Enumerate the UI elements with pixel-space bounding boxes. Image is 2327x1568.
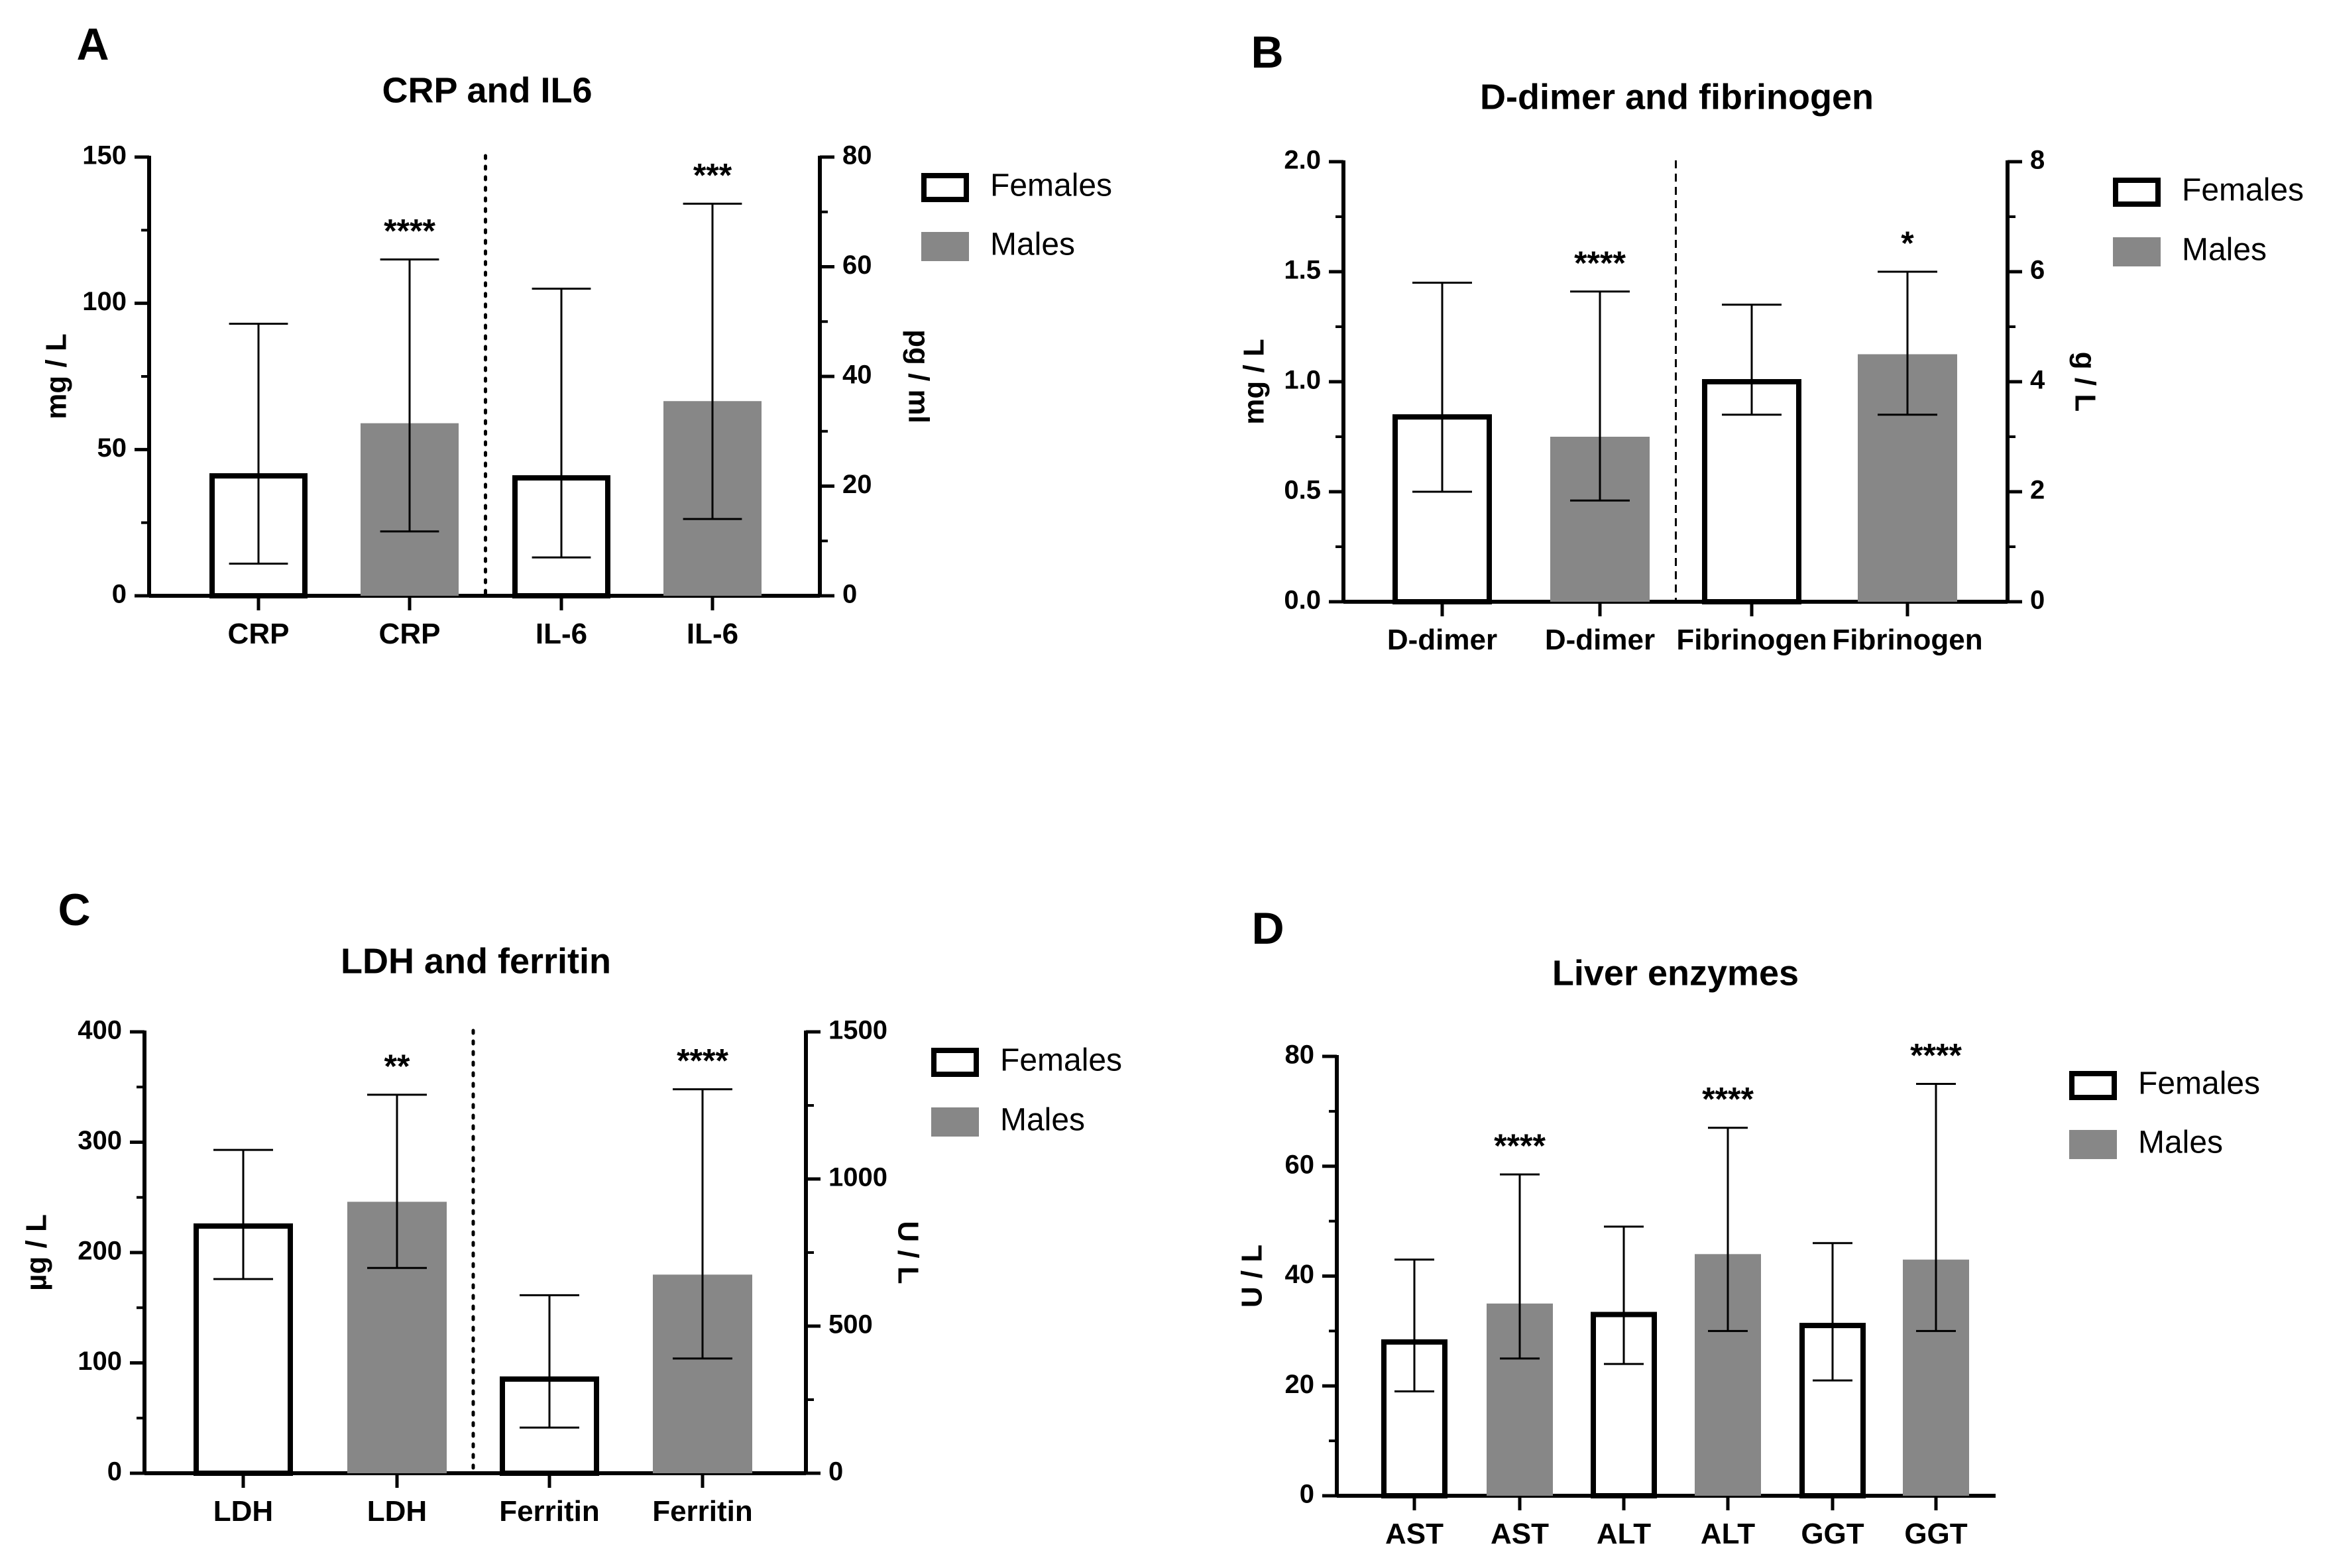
legend-swatch-males bbox=[921, 232, 969, 261]
y-tick-label-right: 80 bbox=[842, 141, 872, 170]
y-tick-label-right: 0 bbox=[2030, 586, 2045, 615]
x-category-label: D-dimer bbox=[1545, 624, 1655, 656]
y-tick-label-left: 0.5 bbox=[1284, 476, 1321, 505]
x-category-label: LDH bbox=[367, 1495, 427, 1528]
y-tick-label-right: 8 bbox=[2030, 146, 2045, 175]
significance-label: *** bbox=[693, 156, 732, 194]
y-tick-label-left: 20 bbox=[1285, 1370, 1315, 1399]
y-tick-label-left: 100 bbox=[78, 1347, 122, 1376]
x-category-label: GGT bbox=[1904, 1518, 1967, 1550]
legend-label-males: Males bbox=[1000, 1103, 1085, 1138]
significance-label: ** bbox=[384, 1048, 410, 1085]
panel-title: CRP and IL6 bbox=[382, 70, 592, 110]
y-tick-label-left: 300 bbox=[78, 1126, 122, 1155]
x-category-label: IL-6 bbox=[687, 618, 738, 650]
x-category-label: AST bbox=[1385, 1518, 1444, 1550]
y-axis-label-right: g / L bbox=[2069, 352, 2101, 412]
significance-label: **** bbox=[384, 212, 435, 249]
x-category-label: ALT bbox=[1701, 1518, 1755, 1550]
panel-letter: D bbox=[1251, 903, 1284, 954]
y-tick-label-left: 1.5 bbox=[1284, 256, 1321, 285]
y-tick-label-right: 6 bbox=[2030, 256, 2045, 285]
y-tick-label-left: 200 bbox=[78, 1237, 122, 1266]
panel-title: D-dimer and fibrinogen bbox=[1480, 77, 1874, 117]
panel-title: Liver enzymes bbox=[1552, 953, 1799, 993]
y-axis-label-left: mg / L bbox=[1238, 339, 1271, 425]
x-category-label: CRP bbox=[379, 618, 441, 650]
y-tick-label-right: 60 bbox=[842, 251, 872, 280]
panel-letter: A bbox=[76, 19, 109, 70]
y-tick-label-left: 0.0 bbox=[1284, 586, 1321, 615]
y-tick-label-left: 1.0 bbox=[1284, 366, 1321, 395]
legend-swatch-females bbox=[931, 1048, 979, 1077]
legend-swatch-males bbox=[2069, 1130, 2117, 1159]
legend-label-females: Females bbox=[1000, 1043, 1122, 1078]
significance-label: **** bbox=[1910, 1036, 1962, 1074]
y-tick-label-left: 40 bbox=[1285, 1260, 1315, 1289]
y-tick-label-right: 500 bbox=[828, 1310, 873, 1339]
panel-letter: C bbox=[58, 885, 90, 935]
x-category-label: CRP bbox=[228, 618, 290, 650]
panel-c: C LDH and ferritin 0 100 200 300 400 µg / L 0 500… bbox=[21, 885, 1122, 1528]
y-tick-label-left: 0 bbox=[1300, 1480, 1314, 1509]
y-tick-label-right: 4 bbox=[2030, 366, 2045, 395]
y-axis-label-right: pg / ml bbox=[902, 329, 935, 423]
x-category-label: IL-6 bbox=[536, 618, 587, 650]
y-tick-label-left: 150 bbox=[82, 141, 127, 170]
x-category-label: GGT bbox=[1801, 1518, 1864, 1550]
x-category-label: Ferritin bbox=[499, 1495, 600, 1528]
legend-label-males: Males bbox=[990, 227, 1075, 262]
panel-b: B D-dimer and fibrinogen 0.0 0.5 1.0 1.5 2.0 mg… bbox=[1238, 27, 2304, 656]
legend-swatch-males bbox=[931, 1107, 979, 1137]
x-category-label: ALT bbox=[1597, 1518, 1651, 1550]
y-axis-label-left: µg / L bbox=[21, 1214, 53, 1291]
y-tick-label-left: 2.0 bbox=[1284, 146, 1321, 175]
y-tick-label-right: 40 bbox=[842, 361, 872, 390]
legend-label-males: Males bbox=[2138, 1125, 2223, 1160]
legend-label-males: Males bbox=[2182, 233, 2267, 268]
y-tick-label-left: 80 bbox=[1285, 1040, 1315, 1070]
y-tick-label-right: 1500 bbox=[828, 1016, 887, 1045]
y-tick-label-left: 50 bbox=[97, 433, 127, 463]
y-tick-label-right: 20 bbox=[842, 470, 872, 499]
y-tick-label-right: 0 bbox=[842, 580, 857, 609]
panel-a: A CRP and IL6 0 50 100 150 mg / L 0 20 40 60 80 pg /… bbox=[40, 19, 1112, 650]
legend-label-females: Females bbox=[990, 168, 1112, 203]
x-category-label: LDH bbox=[213, 1495, 273, 1528]
x-category-label: AST bbox=[1491, 1518, 1549, 1550]
x-category-label: Fibrinogen bbox=[1832, 624, 1982, 656]
y-axis-label-right: U / L bbox=[891, 1221, 924, 1284]
y-tick-label-left: 400 bbox=[78, 1016, 122, 1045]
legend-swatch-females bbox=[2069, 1071, 2117, 1100]
x-category-label: Ferritin bbox=[652, 1495, 753, 1528]
y-axis-label-left: U / L bbox=[1236, 1245, 1269, 1308]
significance-label: * bbox=[1901, 225, 1914, 262]
panel-letter: B bbox=[1251, 27, 1283, 78]
y-tick-label-right: 0 bbox=[828, 1457, 843, 1486]
significance-label: **** bbox=[1574, 245, 1626, 282]
significance-label: **** bbox=[1702, 1081, 1754, 1118]
x-category-label: D-dimer bbox=[1387, 624, 1497, 656]
significance-label: **** bbox=[1494, 1127, 1546, 1164]
significance-label: **** bbox=[677, 1042, 728, 1080]
legend-label-females: Females bbox=[2138, 1066, 2260, 1101]
y-tick-label-left: 100 bbox=[82, 287, 127, 316]
y-tick-label-left: 0 bbox=[112, 580, 127, 609]
legend-label-females: Females bbox=[2182, 173, 2304, 208]
y-tick-label-left: 60 bbox=[1285, 1150, 1315, 1179]
x-category-label: Fibrinogen bbox=[1676, 624, 1827, 656]
y-tick-label-right: 2 bbox=[2030, 476, 2045, 505]
legend-swatch-males bbox=[2113, 237, 2161, 266]
panel-d: D Liver enzymes 0 20 40 60 80 U / L AST **** AST AL… bbox=[1236, 903, 2260, 1550]
panel-title: LDH and ferritin bbox=[341, 941, 611, 981]
y-tick-label-right: 1000 bbox=[828, 1163, 887, 1192]
y-axis-label-left: mg / L bbox=[40, 333, 73, 420]
y-tick-label-left: 0 bbox=[107, 1457, 122, 1486]
legend-swatch-females bbox=[2113, 178, 2161, 207]
legend-swatch-females bbox=[921, 173, 969, 202]
